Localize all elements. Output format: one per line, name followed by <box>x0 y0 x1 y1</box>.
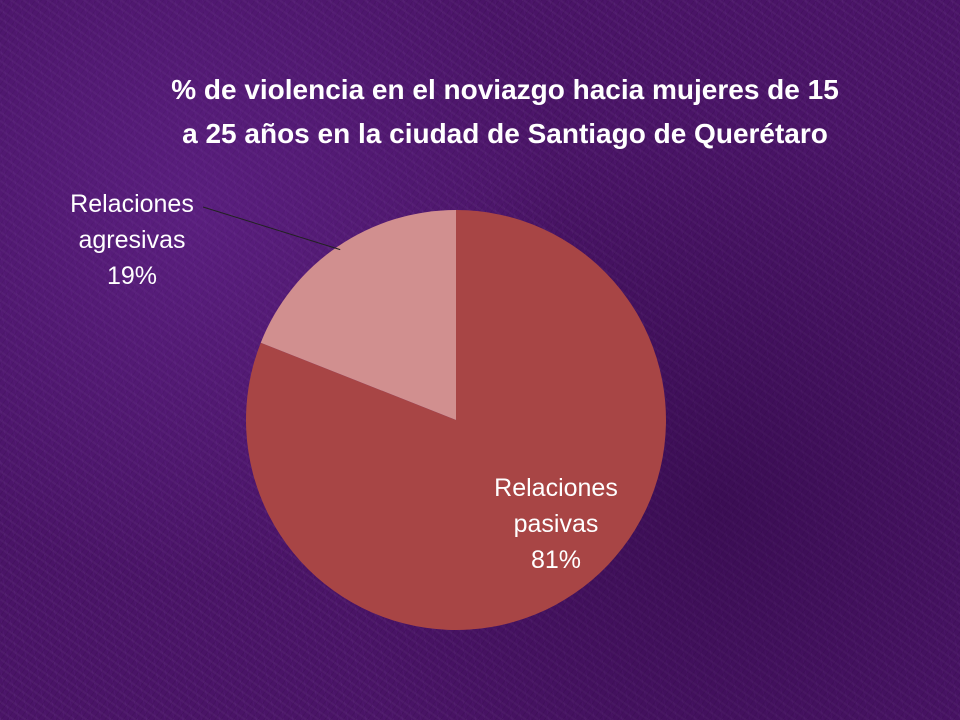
pie-slice-relaciones-pasivas <box>245 210 667 631</box>
slice-label-pasivas-value: 81% <box>530 546 582 574</box>
pie-slice-relaciones-agresivas <box>260 210 456 420</box>
leader-line-relaciones-agresivas <box>202 206 341 251</box>
slice-label-pasivas-name: Relaciones pasivas <box>494 474 618 538</box>
data-label-relaciones-agresivas: Relaciones agresivas 19% <box>40 186 224 294</box>
data-label-relaciones-pasivas: Relaciones pasivas 81% <box>466 470 646 578</box>
slice-label-agresivas-name: Relaciones agresivas <box>70 190 194 254</box>
chart-title: % de violencia en el noviazgo hacia muje… <box>171 74 839 149</box>
slice-label-agresivas-value: 19% <box>106 262 158 290</box>
